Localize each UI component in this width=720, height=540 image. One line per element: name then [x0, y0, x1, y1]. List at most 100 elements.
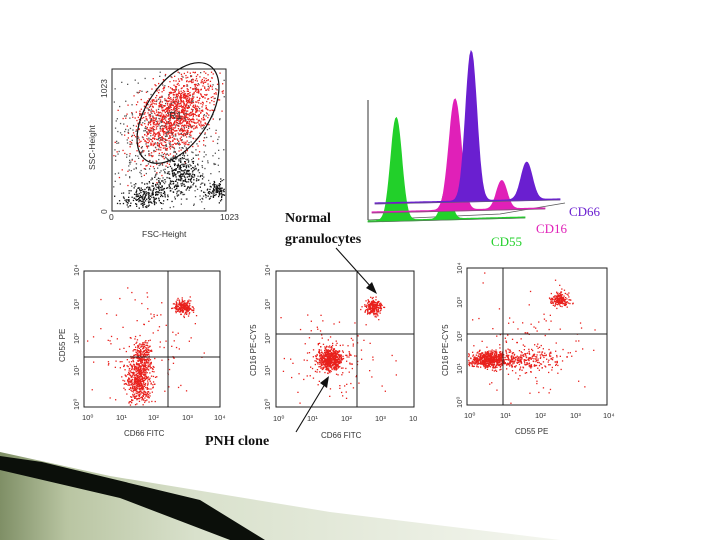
fsc-ssc-event-dot	[200, 111, 202, 113]
cd55-cd16-event-dot	[501, 357, 503, 359]
fsc-ssc-event-dot	[171, 115, 173, 118]
fsc-ssc-event-dot	[207, 195, 209, 197]
cd66-cd55-event-dot	[188, 307, 191, 309]
fsc-ssc-event-dot	[163, 200, 165, 202]
cd66-cd55-event-dot	[136, 320, 138, 322]
fsc-ssc-event-dot	[150, 135, 152, 137]
cd55-cd16-event-dot	[493, 360, 495, 362]
fsc-ssc-event-dot	[133, 197, 136, 199]
fsc-ssc-event-dot	[163, 127, 165, 130]
cd66-cd55-event-dot	[137, 381, 139, 383]
fsc-ssc-event-dot	[167, 131, 169, 133]
cd66-cd16-event-dot	[329, 356, 331, 358]
fsc-ssc-event-dot	[156, 173, 158, 175]
cd66-cd55-event-dot	[141, 399, 143, 401]
cd66-cd55-event-dot	[140, 346, 142, 348]
cd55-cd16-event-dot	[490, 350, 492, 352]
cd55-cd16-event-dot	[494, 367, 496, 369]
fsc-ssc-event-dot	[167, 171, 169, 173]
cd66-cd16-event-dot	[336, 354, 338, 356]
cd66-cd16-event-dot	[371, 303, 373, 305]
fsc-ssc-event-dot	[164, 85, 166, 87]
cd66-cd55-event-dot	[175, 346, 178, 349]
cd55-cd16-event-dot	[507, 348, 509, 350]
cd66-cd16-event-dot	[335, 365, 337, 367]
cd66-cd16-event-dot	[334, 364, 336, 366]
fsc-ssc-event-dot	[161, 103, 163, 106]
cd66-cd55-event-dot	[178, 308, 181, 310]
fsc-ssc-event-dot	[141, 124, 143, 126]
fsc-ssc-event-dot	[139, 194, 142, 197]
cd66-cd55-event-dot	[146, 386, 148, 389]
cd66-cd16-event-dot	[328, 369, 330, 372]
cd66-cd55-event-dot	[148, 397, 150, 399]
cd66-cd55-event-dot	[136, 339, 139, 341]
fsc-ssc-event-dot	[144, 154, 146, 157]
cd66-cd55-event-dot	[144, 354, 147, 356]
fsc-ssc-event-dot	[163, 138, 165, 140]
cd55-cd16-event-dot	[482, 353, 484, 356]
cd66-cd55-event-dot	[136, 379, 138, 381]
cd66-cd16-event-dot	[352, 339, 354, 341]
fsc-ssc-event-dot	[203, 144, 205, 146]
fsc-ssc-event-dot	[183, 125, 185, 127]
fsc-ssc-event-dot	[155, 160, 157, 162]
fsc-ssc-event-dot	[186, 172, 188, 174]
cd66-cd55-event-dot	[142, 351, 144, 354]
fsc-ssc-event-dot	[180, 128, 182, 131]
cd55-cd16-event-dot	[484, 358, 486, 360]
cd66-cd55-event-dot	[135, 378, 137, 380]
fsc-ssc-event-dot	[190, 75, 193, 77]
fsc-ssc-event-dot	[169, 186, 171, 189]
cd55-cd16-event-dot	[494, 354, 496, 356]
cd66-cd55-event-dot	[133, 396, 135, 398]
cd66-cd16-event-dot	[377, 304, 379, 306]
fsc-ssc-event-dot	[127, 202, 129, 204]
fsc-ssc-event-dot	[184, 143, 186, 145]
cd66-cd55-event-dot	[135, 369, 137, 371]
fsc-ssc-event-dot	[155, 114, 157, 116]
fsc-ssc-event-dot	[142, 122, 144, 124]
fsc-ssc-event-dot	[186, 118, 189, 120]
fsc-ssc-event-dot	[203, 79, 206, 82]
fsc-ssc-event-dot	[204, 119, 206, 121]
cd66-cd55-event-dot	[134, 338, 136, 340]
fsc-ssc-event-dot	[189, 80, 191, 82]
fsc-ssc-event-dot	[183, 85, 185, 88]
fsc-ssc-event-dot	[213, 93, 215, 95]
cd66-cd55-event-dot	[186, 304, 188, 307]
cd55-cd16-event-dot	[496, 360, 498, 362]
fsc-ssc-event-dot	[183, 111, 185, 113]
fsc-ssc-event-dot	[150, 142, 152, 144]
fsc-ssc-event-dot	[186, 171, 188, 173]
fsc-ssc-event-dot	[221, 196, 223, 199]
cd66-cd55-event-dot	[108, 363, 110, 365]
fsc-ssc-event-dot	[174, 103, 176, 105]
cd55-cd16-event-dot	[485, 363, 487, 365]
cd55-cd16-event-dot	[483, 357, 485, 359]
fsc-ssc-event-dot	[213, 192, 215, 194]
cd66-cd16-event-dot	[321, 361, 323, 363]
normal-granulocytes-label-2: granulocytes	[285, 232, 362, 247]
fsc-ssc-event-dot	[170, 130, 172, 132]
cd66-cd55-event-dot	[139, 351, 141, 353]
fsc-ssc-event-dot	[140, 173, 142, 175]
cd66-cd16-x-ticks: 10⁰ 10¹ 10² 10³ 10	[273, 414, 417, 423]
fsc-ssc-event-dot	[128, 192, 130, 194]
fsc-ssc-event-dot	[174, 111, 176, 113]
fsc-ssc-event-dot	[155, 85, 157, 87]
fsc-ssc-event-dot	[172, 129, 175, 131]
fsc-ssc-event-dot	[139, 113, 141, 116]
fsc-ssc-event-dot	[155, 183, 157, 186]
fsc-ssc-event-dot	[147, 123, 149, 125]
fsc-ssc-event-dot	[183, 143, 185, 145]
fsc-ssc-event-dot	[177, 71, 179, 73]
fsc-ssc-event-dot	[162, 179, 164, 182]
fsc-ssc-event-dot	[184, 97, 187, 99]
fsc-ssc-event-dot	[137, 187, 140, 189]
cd66-cd55-event-dot	[100, 298, 102, 301]
fsc-ssc-event-dot	[129, 127, 132, 130]
fsc-ssc-event-dot	[190, 186, 193, 188]
cd66-cd55-event-dot	[139, 390, 141, 393]
cd66-cd55-event-dot	[137, 357, 139, 360]
